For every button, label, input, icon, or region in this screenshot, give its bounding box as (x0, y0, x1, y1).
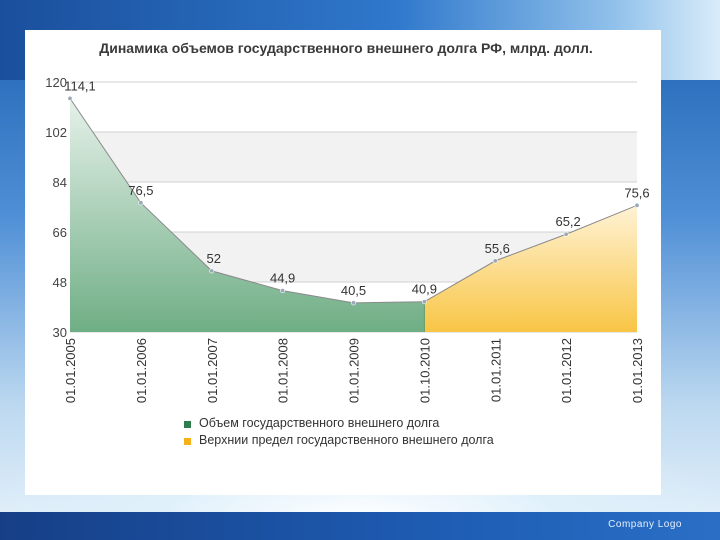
series-line-debt (69, 98, 425, 304)
x-tick-label: 01.01.2011 (488, 338, 503, 402)
data-point (563, 231, 569, 237)
series-lines (69, 98, 638, 332)
x-tick-label: 01.01.2006 (134, 338, 149, 403)
legend-label-debt: Объем государственного внешнего долга (199, 416, 440, 430)
data-point (138, 200, 144, 206)
data-point (492, 258, 498, 264)
data-point (67, 95, 73, 101)
x-tick-label: 01.10.2010 (417, 338, 432, 403)
series-line-limit (424, 204, 638, 303)
y-tick-label: 66 (53, 225, 67, 240)
y-tick-label: 48 (53, 275, 67, 290)
x-tick-label: 01.01.2008 (276, 338, 291, 403)
data-label: 65,2 (555, 214, 580, 229)
series-area-debt (70, 98, 425, 332)
y-axis-ticks: 30 48 66 84 102 120 (45, 75, 67, 340)
legend-entry-debt: Объем государственного внешнего долга (180, 416, 600, 431)
data-point (421, 299, 427, 305)
y-tick-label: 84 (53, 175, 67, 190)
series-area-limit (424, 205, 637, 332)
legend-swatch-limit (184, 438, 191, 445)
y-tick-label: 102 (45, 125, 67, 140)
x-tick-label: 01.01.2012 (559, 338, 574, 403)
data-point (634, 202, 640, 208)
legend-label-limit: Верхнии предел государственного внешнего… (199, 433, 494, 447)
company-logo-text: Company Logo (608, 519, 682, 530)
y-tick-label: 120 (45, 75, 67, 90)
data-points (67, 95, 640, 306)
data-point (209, 268, 215, 274)
x-tick-label: 01.01.2013 (630, 338, 645, 403)
plot-band (70, 82, 637, 132)
legend-entry-limit: Верхнии предел государственного внешнего… (180, 433, 600, 448)
data-label: 76,5 (128, 183, 153, 198)
chart-legend: Объем государственного внешнего долга Ве… (180, 416, 600, 450)
data-point (350, 300, 356, 306)
slide-footer-bar (0, 512, 720, 540)
plot-band (70, 182, 637, 232)
data-label: 75,6 (624, 185, 649, 200)
plot-band (70, 132, 637, 182)
x-tick-label: 01.01.2005 (63, 338, 78, 403)
series-areas (70, 98, 637, 332)
data-label: 114,1 (64, 78, 96, 93)
data-label: 44,9 (270, 271, 295, 286)
y-tick-label: 30 (53, 325, 67, 340)
data-label: 55,6 (485, 241, 510, 256)
x-tick-label: 01.01.2009 (347, 338, 362, 403)
legend-swatch-debt (184, 421, 191, 428)
data-label: 40,9 (412, 282, 437, 297)
data-labels: 114,1 76,5 52 44,9 40,5 40,9 55,6 65,2 75,6 (64, 78, 649, 297)
data-label: 52 (207, 251, 221, 266)
x-axis-ticks: 01.01.2005 01.01.2006 01.01.2007 01.01.2008… (63, 338, 645, 403)
chart-title: Динамика объемов государственного внешне… (99, 40, 593, 56)
data-label: 40,5 (341, 283, 366, 298)
x-tick-label: 01.01.2007 (205, 338, 220, 403)
data-point (280, 288, 286, 294)
